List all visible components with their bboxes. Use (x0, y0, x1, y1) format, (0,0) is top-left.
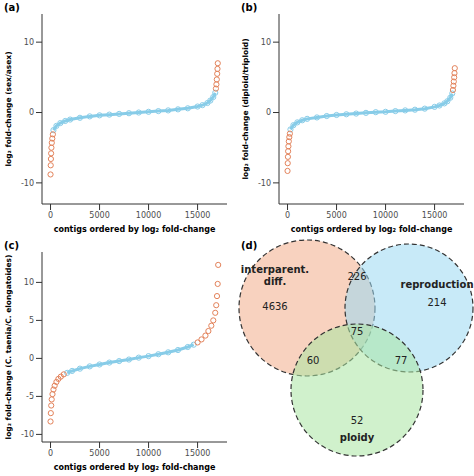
html-text:(c): (c) (4, 240, 20, 251)
svg-text:5000: 5000 (89, 211, 109, 220)
svg-text:10: 10 (24, 38, 34, 47)
svg-text:log₂ fold-change (C. taenia/C.: log₂ fold-change (C. taenia/C. elongatoi… (8, 255, 13, 440)
svg-text:15000: 15000 (185, 449, 210, 458)
svg-text:4636: 4636 (262, 301, 287, 312)
svg-text:interparent.diff.: interparent.diff. (241, 264, 309, 287)
svg-text:contigs ordered by log₂ fold-c: contigs ordered by log₂ fold-change (54, 225, 216, 234)
svg-text:-10: -10 (21, 179, 34, 188)
svg-text:contigs ordered by log₂ fold-c: contigs ordered by log₂ fold-change (291, 225, 453, 234)
svg-text:60: 60 (307, 355, 320, 366)
svg-text:0: 0 (266, 108, 271, 117)
svg-text:10000: 10000 (373, 211, 398, 220)
svg-text:log₂ fold-change (sex/asex): log₂ fold-change (sex/asex) (8, 51, 13, 166)
svg-text:-10: -10 (258, 179, 271, 188)
svg-text:0: 0 (29, 108, 34, 117)
svg-text:log₂ fold-change (diploid/trip: log₂ fold-change (diploid/triploid) (241, 38, 250, 179)
html-text:(a): (a) (4, 2, 20, 13)
svg-text:5: 5 (29, 316, 34, 325)
svg-text:-10: -10 (21, 430, 34, 439)
svg-text:5000: 5000 (326, 211, 346, 220)
svg-text:0: 0 (48, 449, 53, 458)
svg-text:5000: 5000 (89, 449, 109, 458)
svg-text:214: 214 (427, 297, 446, 308)
svg-text:52: 52 (351, 415, 364, 426)
html-text:(b): (b) (241, 2, 258, 13)
svg-text:0: 0 (48, 211, 53, 220)
svg-text:contigs ordered by log₂ fold-c: contigs ordered by log₂ fold-change (54, 463, 216, 472)
svg-text:10000: 10000 (136, 211, 161, 220)
svg-text:10: 10 (24, 278, 34, 287)
svg-text:10000: 10000 (136, 449, 161, 458)
svg-text:15000: 15000 (422, 211, 447, 220)
svg-text:ploidy: ploidy (340, 432, 375, 443)
svg-text:-5: -5 (26, 392, 34, 401)
svg-text:10: 10 (261, 38, 271, 47)
svg-text:reproduction: reproduction (400, 279, 466, 290)
html-text:(d): (d) (241, 240, 258, 251)
svg-text:0: 0 (29, 354, 34, 363)
svg-text:77: 77 (395, 355, 408, 366)
svg-text:226: 226 (347, 271, 366, 282)
svg-text:15000: 15000 (185, 211, 210, 220)
svg-text:75: 75 (351, 326, 364, 337)
svg-text:0: 0 (285, 211, 290, 220)
